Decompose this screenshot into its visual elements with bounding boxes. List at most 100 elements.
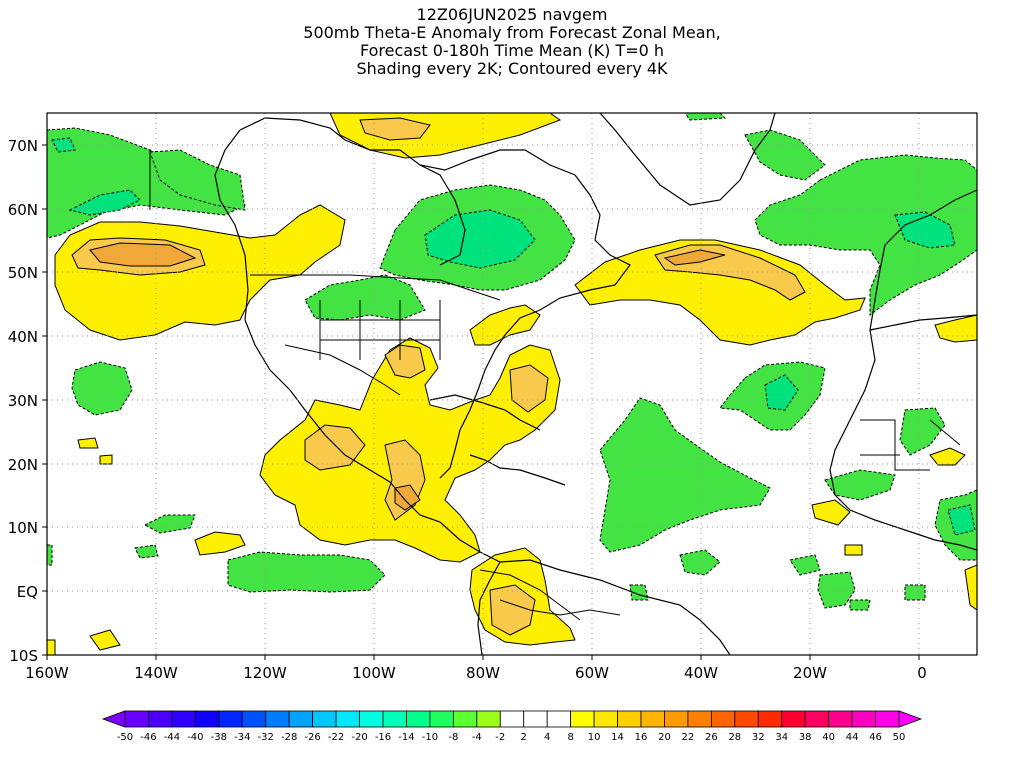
colorbar-swatch	[640, 710, 665, 728]
colorbar-label: 8	[567, 732, 573, 743]
colorbar-label: -38	[211, 732, 227, 743]
lon-label: 0	[917, 664, 927, 682]
lat-label: 10S	[9, 647, 38, 665]
colorbar-swatch	[664, 710, 689, 728]
colorbar-label: -4	[472, 732, 482, 743]
political-borders	[149, 150, 961, 621]
colorbar: -50 -46 -44 -40 -38 -34 -32 -28 -26 -22 -20 -16 -14-…	[101, 710, 923, 743]
colorbar-swatch	[851, 710, 876, 728]
lon-label: 80W	[466, 664, 500, 682]
colorbar-label: 38	[799, 732, 812, 743]
lon-label: 160W	[25, 664, 69, 682]
axis-ticks	[42, 144, 920, 660]
colorbar-swatch	[875, 710, 900, 728]
longitude-labels: 160W 140W 120W 100W 80W 60W 40W 20W 0	[25, 664, 927, 682]
lat-label: 30N	[8, 392, 38, 410]
colorbar-label: -26	[304, 732, 320, 743]
colorbar-swatch	[687, 710, 712, 728]
lon-label: 140W	[134, 664, 178, 682]
colorbar-label: -2	[495, 732, 505, 743]
colorbar-label: 20	[658, 732, 671, 743]
colorbar-label: 4	[544, 732, 550, 743]
colorbar-swatch	[194, 710, 220, 728]
colorbar-label: -16	[375, 732, 391, 743]
colorbar-swatch	[523, 710, 548, 728]
lat-label: 20N	[8, 456, 38, 474]
colorbar-high-arrow	[898, 710, 923, 728]
colorbar-label: -14	[398, 732, 414, 743]
colorbar-label: 22	[682, 732, 695, 743]
peak-positive-cores	[89, 242, 726, 511]
colorbar-swatch	[757, 710, 783, 728]
colorbar-label: -10	[422, 732, 438, 743]
colorbar-swatch	[804, 710, 830, 728]
lat-label: 60N	[8, 201, 38, 219]
colorbar-swatch	[171, 710, 196, 728]
colorbar-label: -34	[234, 732, 250, 743]
colorbar-swatch	[828, 710, 853, 728]
colorbar-label: 2	[521, 732, 527, 743]
colorbar-swatch	[241, 710, 267, 728]
map-frame	[46, 112, 978, 656]
colorbar-swatch	[359, 710, 384, 728]
colorbar-label: 10	[588, 732, 601, 743]
colorbar-label: 32	[752, 732, 765, 743]
colorbar-label: 14	[611, 732, 624, 743]
colorbar-label: 34	[775, 732, 788, 743]
colorbar-label: 16	[635, 732, 648, 743]
gridlines	[47, 113, 977, 655]
lat-label: EQ	[17, 583, 38, 601]
title-line-4: Shading every 2K; Contoured every 4K	[356, 59, 668, 78]
coastlines	[214, 113, 977, 655]
colorbar-label: -22	[328, 732, 344, 743]
colorbar-label: 28	[728, 732, 741, 743]
colorbar-label: -8	[448, 732, 458, 743]
colorbar-swatch	[124, 710, 149, 728]
colorbar-label: -50	[117, 732, 133, 743]
colorbar-label: -44	[164, 732, 180, 743]
colorbar-label: 26	[705, 732, 718, 743]
lat-label: 10N	[8, 519, 38, 537]
colorbar-swatch	[218, 710, 243, 728]
colorbar-swatch	[617, 710, 642, 728]
colorbar-swatch	[382, 710, 407, 728]
colorbar-swatch	[476, 710, 501, 728]
map-field	[47, 113, 977, 655]
colorbar-swatch	[265, 710, 290, 728]
colorbar-swatch	[335, 710, 360, 728]
title-line-3: Forecast 0-180h Time Mean (K) T=0 h	[359, 41, 665, 60]
colorbar-swatch	[546, 710, 572, 728]
colorbar-label: 46	[869, 732, 882, 743]
colorbar-swatch	[593, 710, 618, 728]
colorbar-label: -32	[258, 732, 274, 743]
colorbar-swatch	[429, 710, 454, 728]
colorbar-label: -20	[351, 732, 367, 743]
latitude-labels: 70N 60N 50N 40N 30N 20N 10N EQ 10S	[8, 137, 38, 665]
colorbar-swatch	[781, 710, 806, 728]
title-line-1: 12Z06JUN2025 navgem	[416, 5, 608, 24]
lon-label: 100W	[352, 664, 396, 682]
colorbar-label: -46	[140, 732, 156, 743]
title-line-2: 500mb Theta-E Anomaly from Forecast Zona…	[303, 23, 721, 42]
colorbar-label: -28	[281, 732, 297, 743]
colorbar-swatch	[452, 710, 478, 728]
colorbar-label: 40	[822, 732, 835, 743]
lon-label: 40W	[684, 664, 718, 682]
negative-anomaly-areas	[47, 113, 977, 611]
colorbar-low-arrow	[101, 710, 126, 728]
colorbar-swatch	[288, 710, 314, 728]
colorbar-swatch	[148, 710, 173, 728]
lat-label: 40N	[8, 328, 38, 346]
lon-label: 20W	[793, 664, 827, 682]
colorbar-label: 50	[893, 732, 906, 743]
lon-label: 120W	[243, 664, 287, 682]
colorbar-label: -40	[187, 732, 203, 743]
colorbar-swatch	[499, 710, 525, 728]
colorbar-swatch	[734, 710, 759, 728]
lat-label: 50N	[8, 264, 38, 282]
colorbar-swatch	[312, 710, 337, 728]
colorbar-swatch	[406, 710, 431, 728]
colorbar-swatch	[570, 710, 595, 728]
colorbar-label: 44	[846, 732, 859, 743]
